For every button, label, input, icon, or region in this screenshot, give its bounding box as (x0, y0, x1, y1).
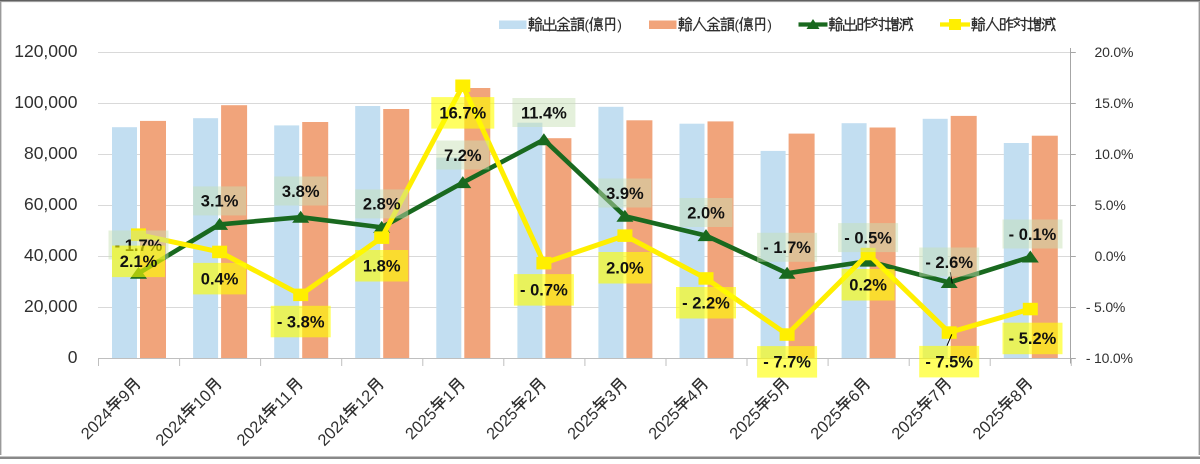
svg-text:3.8%: 3.8% (282, 183, 320, 201)
svg-text:- 7.7%: - 7.7% (763, 354, 811, 372)
svg-text:2.0%: 2.0% (606, 260, 644, 278)
svg-text:- 0.1%: - 0.1% (1009, 226, 1057, 244)
svg-text:0: 0 (68, 347, 78, 367)
svg-text:- 0.5%: - 0.5% (844, 229, 892, 247)
svg-text:- 3.8%: - 3.8% (277, 313, 325, 331)
svg-text:3.1%: 3.1% (201, 193, 239, 211)
svg-text:(: ( (585, 17, 590, 33)
svg-text:(: ( (735, 17, 740, 33)
svg-text:120,000: 120,000 (14, 41, 78, 61)
svg-text:5.0%: 5.0% (1095, 197, 1126, 213)
svg-text:2.8%: 2.8% (363, 196, 401, 214)
svg-text:11.4%: 11.4% (521, 104, 567, 122)
svg-text:1.8%: 1.8% (363, 258, 401, 276)
svg-text:7.2%: 7.2% (444, 147, 482, 165)
svg-text:- 5.0%: - 5.0% (1086, 299, 1125, 315)
svg-text:100,000: 100,000 (14, 92, 78, 112)
svg-text:- 1.7%: - 1.7% (763, 239, 811, 257)
svg-text:16.7%: 16.7% (439, 105, 486, 123)
svg-text:- 2.6%: - 2.6% (925, 254, 973, 272)
svg-text:): ) (617, 17, 622, 33)
svg-text:0.0%: 0.0% (1095, 248, 1126, 264)
svg-text:0.2%: 0.2% (849, 277, 887, 295)
svg-text:60,000: 60,000 (24, 194, 78, 214)
svg-text:- 10.0%: - 10.0% (1086, 350, 1133, 366)
svg-text:2.0%: 2.0% (687, 204, 725, 222)
svg-text:40,000: 40,000 (24, 245, 78, 265)
svg-text:15.0%: 15.0% (1095, 95, 1134, 111)
svg-text:- 7.5%: - 7.5% (925, 353, 973, 371)
svg-text:- 2.2%: - 2.2% (682, 295, 730, 313)
svg-text:10.0%: 10.0% (1095, 146, 1134, 162)
svg-text:- 5.2%: - 5.2% (1009, 330, 1057, 348)
svg-text:20.0%: 20.0% (1095, 44, 1134, 60)
svg-text:): ) (767, 17, 772, 33)
svg-text:3.9%: 3.9% (606, 185, 644, 203)
svg-text:2.1%: 2.1% (120, 253, 158, 271)
svg-text:- 0.7%: - 0.7% (520, 282, 568, 300)
svg-text:80,000: 80,000 (24, 143, 78, 163)
svg-text:0.4%: 0.4% (201, 271, 239, 289)
svg-text:20,000: 20,000 (24, 296, 78, 316)
